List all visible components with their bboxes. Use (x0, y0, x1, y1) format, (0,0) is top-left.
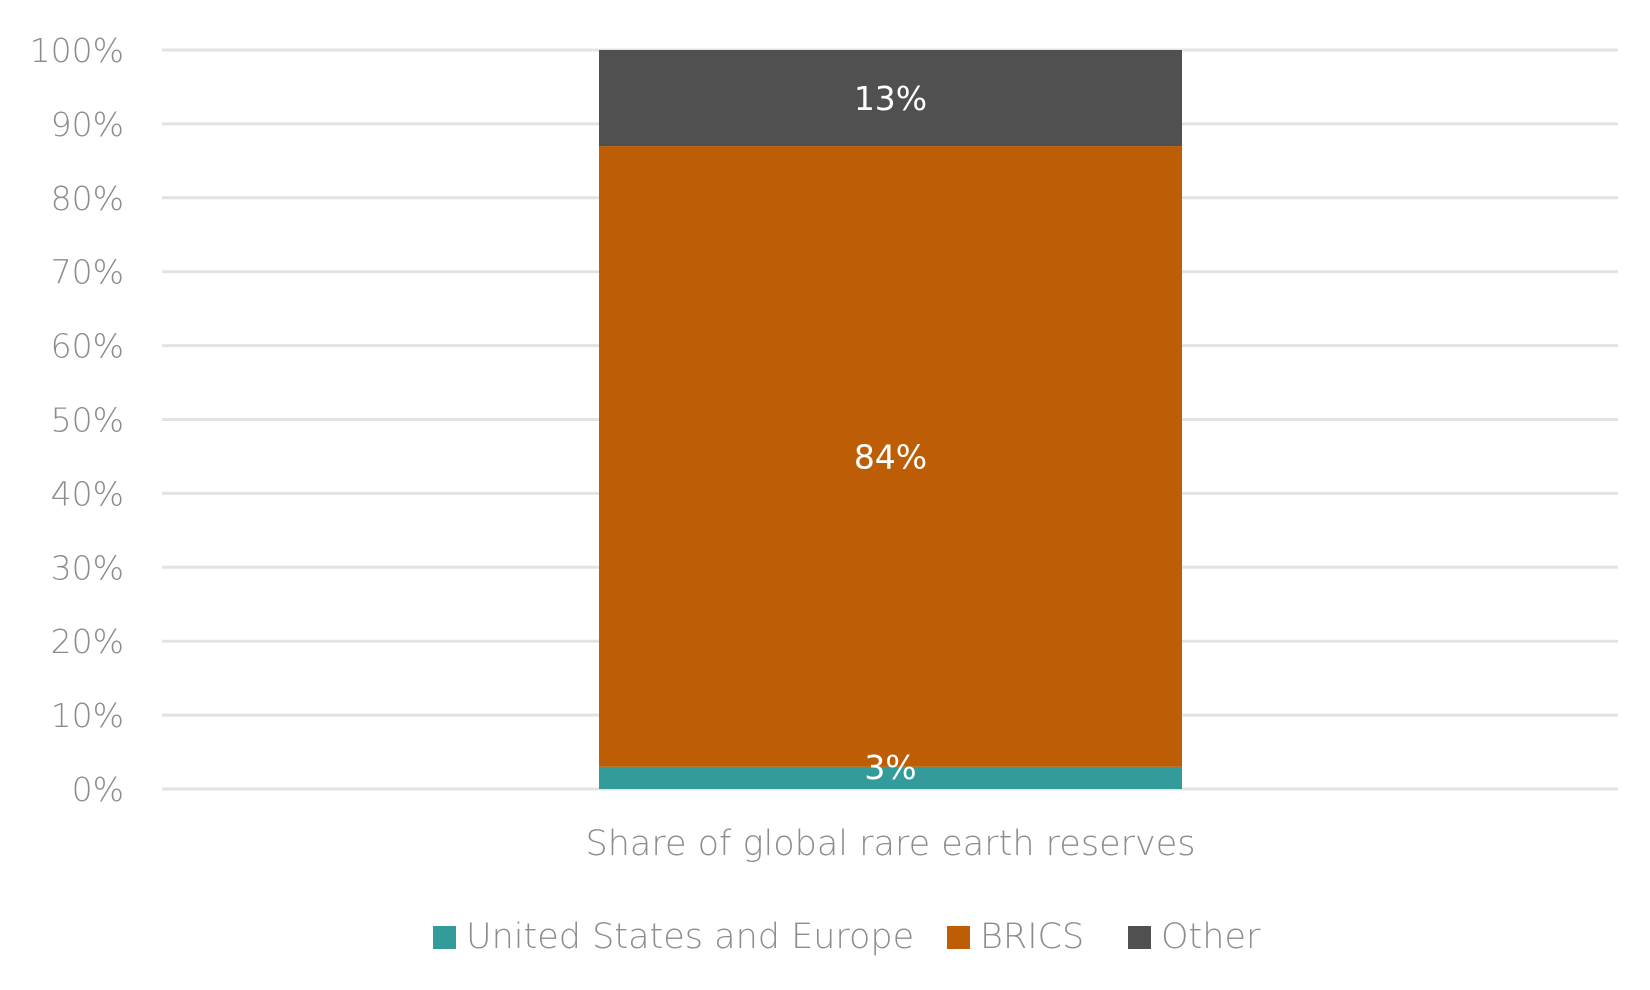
y-tick-label: 100% (30, 31, 124, 70)
legend-label: Other (1161, 917, 1261, 957)
y-tick-label: 90% (51, 105, 124, 144)
y-tick-label: 10% (51, 696, 124, 735)
data-labels: 3% 84% 13% (854, 79, 927, 787)
data-label: 84% (854, 437, 927, 476)
y-tick-label: 20% (51, 622, 124, 661)
legend-swatch (947, 926, 970, 949)
y-tick-label: 40% (51, 474, 124, 513)
y-tick-label: 60% (51, 327, 124, 366)
bar-segment (599, 146, 1182, 767)
legend-swatch (433, 926, 456, 949)
y-tick-label: 30% (51, 548, 124, 587)
y-tick-label: 80% (51, 179, 124, 218)
y-tick-label: 0% (72, 770, 124, 809)
bar-segment (599, 50, 1182, 147)
data-label: 13% (854, 79, 927, 118)
y-tick-label: 70% (51, 253, 124, 292)
y-axis: 0% 10% 20% 30% 40% 50% 60% 70% 80% 90% 100% (30, 31, 124, 809)
legend-label: United States and Europe (466, 917, 914, 957)
data-label: 3% (864, 748, 916, 787)
bar-stack (599, 50, 1182, 789)
category-label: Share of global rare earth reserves (586, 824, 1196, 864)
legend-swatch (1128, 926, 1151, 949)
legend: United States and Europe BRICS Other (433, 917, 1261, 957)
legend-label: BRICS (980, 917, 1084, 957)
x-axis: Share of global rare earth reserves (586, 824, 1196, 864)
y-tick-label: 50% (51, 401, 124, 440)
bar-segment (599, 766, 1182, 789)
